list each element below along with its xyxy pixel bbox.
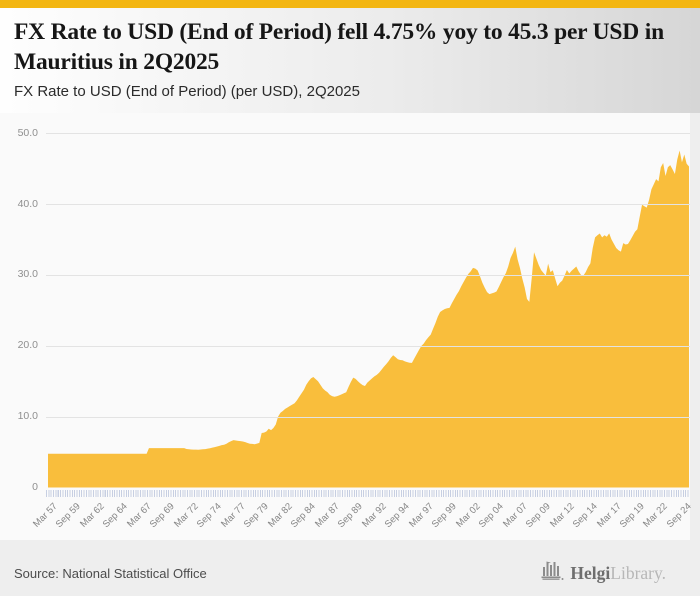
gridline-50	[46, 133, 690, 135]
y-axis-label-20: 20.0	[17, 339, 38, 352]
y-axis-label-10: 10.0	[17, 410, 38, 423]
logo-text-library: Library.	[610, 562, 666, 583]
chart-panel: 0 10.0 20.0 30.0 40.0 50.0 Mar 57 Sep 59 Mar 62 S…	[0, 113, 694, 540]
y-axis-label-40: 40.0	[17, 197, 38, 210]
x-axis-tick-band	[46, 490, 690, 497]
footer: Source: National Statistical Office Helg…	[0, 540, 700, 596]
y-axis-label-0: 0	[32, 481, 38, 493]
area-series	[48, 150, 689, 488]
gridline-10	[46, 416, 690, 418]
helgi-logo-icon	[540, 560, 565, 586]
gridline-20	[46, 345, 690, 347]
helgi-library-logo[interactable]: Helgi Library.	[540, 560, 666, 586]
y-axis-label-50: 50.0	[17, 126, 38, 139]
source-note: Source: National Statistical Office	[14, 566, 207, 581]
gridline-40	[46, 204, 690, 206]
logo-text-helgi: Helgi	[570, 562, 611, 583]
fx-rate-area-chart	[48, 150, 689, 488]
top-accent-bar	[0, 0, 700, 8]
page-title: FX Rate to USD (End of Period) fell 4.75…	[14, 19, 664, 75]
header: FX Rate to USD (End of Period) fell 4.75…	[0, 8, 700, 113]
y-axis-label-30: 30.0	[17, 268, 38, 281]
gridline-30	[46, 274, 690, 276]
page-subtitle: FX Rate to USD (End of Period) (per USD)…	[14, 83, 360, 101]
